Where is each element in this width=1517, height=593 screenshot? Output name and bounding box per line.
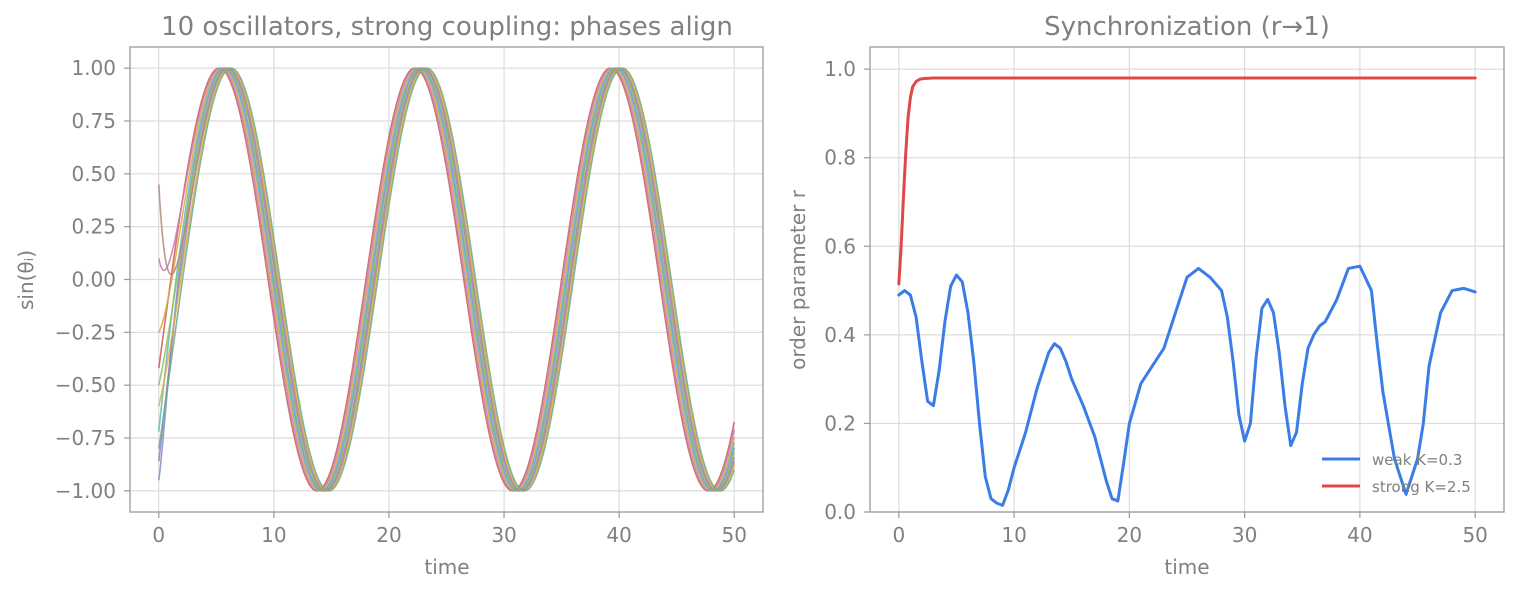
oscillator-line-6 — [157, 67, 736, 492]
y-tick-label: 0.0 — [824, 500, 856, 524]
y-tick-label: 0.6 — [824, 234, 856, 258]
legend-label-strong: strong K=2.5 — [1372, 478, 1471, 496]
y-tick-label: 0.00 — [71, 268, 116, 292]
sync-panel: Synchronization (r→1) 0 10 20 30 40 50 0.0 0.2… — [786, 12, 1505, 579]
sync-chart-title: Synchronization (r→1) — [1044, 12, 1330, 42]
y-tick-label: −0.50 — [55, 373, 116, 397]
sync-axes-frame — [869, 46, 1505, 513]
y-tick-label: 0.2 — [824, 411, 856, 435]
oscillator-line-3 — [158, 67, 736, 492]
oscillator-line-9 — [157, 67, 735, 492]
x-tick-label: 20 — [1117, 523, 1142, 547]
oscillator-line-10 — [157, 67, 735, 492]
sync-x-ticks: 0 10 20 30 40 50 — [892, 512, 1488, 547]
oscillator-line-8 — [157, 67, 735, 492]
oscillator-line-4 — [157, 67, 736, 492]
x-tick-label: 50 — [722, 523, 747, 547]
y-tick-label: 0.8 — [824, 146, 856, 170]
oscillators-chart-title: 10 oscillators, strong coupling: phases … — [161, 12, 733, 42]
legend-label-weak: weak K=0.3 — [1372, 451, 1462, 469]
oscillators-y-ticks: 1.00 0.75 0.50 0.25 0.00 −0.25 −0.50 −0.75 −1.00 — [55, 56, 130, 503]
y-tick-label: 1.0 — [824, 57, 856, 81]
oscillators-grid — [130, 47, 763, 512]
x-tick-label: 20 — [376, 523, 401, 547]
y-tick-label: −0.75 — [55, 426, 116, 450]
sync-y-axis-label: order parameter r — [786, 189, 810, 370]
y-tick-label: −1.00 — [55, 479, 116, 503]
x-tick-label: 40 — [1347, 523, 1372, 547]
sync-lines — [897, 76, 1477, 507]
sync-x-axis-label: time — [1164, 555, 1209, 579]
x-tick-label: 10 — [261, 523, 286, 547]
y-tick-label: 0.4 — [824, 323, 856, 347]
y-tick-label: 0.50 — [71, 162, 116, 186]
oscillator-line-1 — [157, 67, 736, 492]
sync-legend: weak K=0.3 strong K=2.5 — [1322, 451, 1471, 496]
strong-coupling-line — [897, 76, 1477, 286]
weak-coupling-line — [897, 264, 1477, 507]
oscillators-x-ticks: 0 10 20 30 40 50 — [152, 512, 747, 547]
oscillator-line-7 — [157, 67, 736, 492]
x-tick-label: 0 — [152, 523, 165, 547]
x-tick-label: 40 — [606, 523, 631, 547]
x-tick-label: 30 — [1232, 523, 1257, 547]
y-tick-label: 0.25 — [71, 215, 116, 239]
x-tick-label: 10 — [1001, 523, 1026, 547]
x-tick-label: 50 — [1462, 523, 1487, 547]
sync-y-ticks: 0.0 0.2 0.4 0.6 0.8 1.0 — [824, 57, 870, 524]
y-tick-label: 1.00 — [71, 56, 116, 80]
oscillator-line-5 — [157, 67, 736, 492]
x-tick-label: 30 — [491, 523, 516, 547]
x-tick-label: 0 — [892, 523, 905, 547]
oscillators-panel: 10 oscillators, strong coupling: phases … — [14, 12, 764, 579]
oscillator-lines — [157, 67, 736, 492]
oscillator-line-2 — [157, 67, 736, 492]
y-tick-label: −0.25 — [55, 320, 116, 344]
y-tick-label: 0.75 — [71, 109, 116, 133]
oscillators-y-axis-label: sin(θᵢ) — [14, 250, 38, 310]
oscillators-x-axis-label: time — [424, 555, 469, 579]
